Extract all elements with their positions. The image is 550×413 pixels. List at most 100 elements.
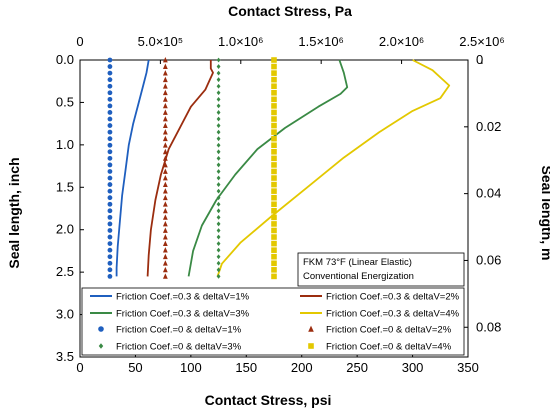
legend-label: Friction Coef.=0 & deltaV=2%: [326, 325, 452, 336]
series-point: [271, 149, 277, 155]
series-point: [271, 122, 277, 129]
annotation-line-2: Conventional Energization: [303, 271, 414, 282]
legend-frame: [81, 287, 465, 356]
series-point: [216, 254, 221, 260]
series-point: [107, 182, 113, 187]
legend-swatch: [98, 343, 104, 349]
series-point: [107, 136, 113, 142]
bottom-tick-label: 0: [76, 360, 83, 375]
series-8: [271, 57, 277, 280]
series-point: [107, 116, 113, 122]
series-point: [162, 214, 168, 220]
left-tick-label: 3.5: [56, 349, 74, 364]
series-point: [107, 221, 113, 227]
series-point: [162, 253, 168, 260]
series-point: [107, 241, 113, 247]
series-point: [216, 57, 221, 63]
series-point: [271, 267, 277, 273]
series-point: [271, 227, 277, 234]
legend-label: Friction Coef.=0.3 & deltaV=4%: [326, 309, 460, 320]
legend-swatch: [308, 343, 314, 349]
series-point: [271, 155, 277, 162]
series-7: [216, 57, 221, 279]
series-point: [162, 188, 168, 194]
series-point: [216, 110, 221, 115]
series-layer: [107, 57, 451, 280]
series-point: [107, 273, 113, 279]
top-tick-label: 5.0×10⁵: [138, 34, 184, 49]
series-point: [107, 188, 113, 194]
left-tick-label: 1.0: [56, 137, 74, 152]
series-point: [216, 273, 221, 279]
series-point: [271, 194, 277, 201]
series-point: [271, 57, 277, 63]
series-point: [107, 83, 113, 89]
series-point: [162, 175, 168, 181]
series-point: [107, 149, 113, 155]
series-point: [216, 247, 221, 253]
series-point: [107, 90, 113, 96]
bottom-axis-title: Contact Stress, psi: [205, 392, 332, 408]
series-point: [107, 195, 113, 201]
series-point: [162, 63, 168, 69]
series-point: [216, 221, 221, 227]
series-point: [216, 90, 221, 96]
top-tick-label: 1.5×10⁶: [298, 34, 343, 49]
left-tick-label: 2.5: [56, 264, 74, 279]
bottom-tick-label: 200: [291, 360, 313, 375]
legend-label: Friction Coef.=0 & deltaV=1%: [116, 325, 242, 336]
annotation-box: FKM 73°F (Linear Elastic) Conventional E…: [297, 252, 465, 287]
legend-label: Friction Coef.=0.3 & deltaV=2%: [326, 292, 460, 303]
legend-swatch: [98, 326, 104, 332]
series-point: [162, 102, 168, 109]
top-axis-title: Contact Stress, Pa: [228, 3, 352, 19]
legend-label: Friction Coef.=0 & deltaV=4%: [326, 342, 452, 353]
bottom-tick-label: 100: [180, 360, 202, 375]
series-point: [216, 149, 221, 155]
series-point: [107, 267, 113, 273]
bottom-tick-label: 50: [128, 360, 142, 375]
series-point: [216, 123, 221, 128]
series-point: [162, 116, 168, 122]
series-point: [271, 76, 277, 83]
series-point: [107, 123, 113, 128]
series-point: [216, 241, 221, 246]
series-point: [216, 195, 221, 201]
series-point: [216, 162, 221, 168]
series-point: [162, 135, 168, 142]
series-point: [216, 267, 221, 273]
bottom-tick-label: 350: [457, 360, 479, 375]
series-point: [162, 227, 168, 233]
series-point: [271, 63, 277, 70]
series-point: [107, 214, 113, 220]
series-point: [216, 169, 221, 174]
series-point: [271, 135, 277, 142]
series-point: [162, 155, 168, 161]
top-tick-label: 1.0×10⁶: [218, 34, 263, 49]
series-6: [162, 57, 168, 279]
series-point: [271, 142, 277, 149]
series-point: [162, 201, 168, 207]
right-tick-label: 0.04: [476, 186, 501, 201]
top-tick-label: 0: [76, 34, 83, 49]
top-tick-label: 2.5×10⁶: [459, 34, 504, 49]
series-point: [271, 234, 277, 240]
series-point: [216, 155, 221, 161]
left-axis-title: Seal length, inch: [6, 157, 22, 268]
series-point: [162, 266, 168, 273]
series-point: [107, 110, 113, 115]
series-point: [162, 109, 168, 115]
series-point: [162, 96, 168, 102]
series-point: [271, 175, 277, 181]
right-tick-label: 0.06: [476, 252, 501, 267]
series-point: [216, 260, 221, 266]
series-point: [107, 155, 113, 161]
series-line: [146, 60, 214, 277]
series-point: [162, 148, 168, 155]
annotation-line-1: FKM 73°F (Linear Elastic): [303, 257, 412, 268]
bottom-tick-label: 300: [402, 360, 424, 375]
bottom-tick-label: 250: [346, 360, 368, 375]
series-point: [107, 201, 113, 207]
series-point: [216, 103, 221, 109]
